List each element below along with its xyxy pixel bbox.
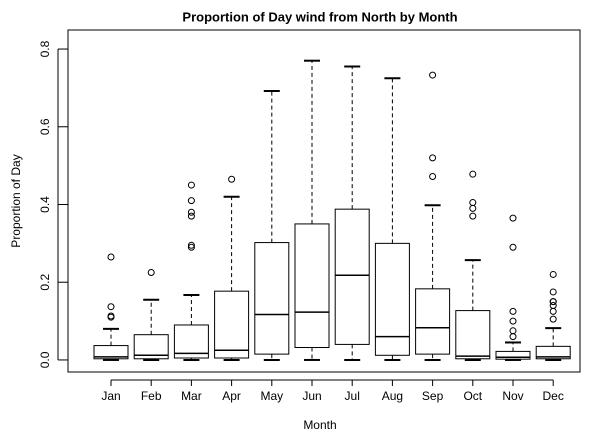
x-tick-label: Dec [543, 389, 564, 403]
outlier [187, 197, 195, 205]
outlier [469, 199, 477, 207]
outlier [187, 241, 195, 249]
outlier [469, 212, 477, 220]
outlier [429, 154, 437, 162]
outlier [509, 327, 517, 335]
x-tick-label: Oct [463, 389, 482, 403]
box [455, 310, 491, 360]
box [254, 242, 290, 355]
x-tick-label: Nov [502, 389, 523, 403]
box [294, 223, 330, 349]
box [495, 350, 531, 360]
outlier [549, 298, 557, 306]
outlier [429, 71, 437, 79]
outlier [549, 307, 557, 315]
x-tick-label: Sep [422, 389, 444, 403]
y-tick-label: 0.4 [38, 196, 52, 213]
box [93, 345, 129, 360]
outlier [549, 288, 557, 296]
y-tick-label: 0.2 [38, 274, 52, 291]
outlier [187, 208, 195, 216]
x-tick-label: Aug [382, 389, 403, 403]
box [374, 242, 410, 356]
outlier [549, 302, 557, 310]
outlier [147, 269, 155, 277]
plot-frame [67, 29, 581, 373]
outlier [107, 303, 115, 311]
outlier [509, 307, 517, 315]
outlier [549, 270, 557, 278]
outlier [107, 312, 115, 320]
y-tick-label: 0.6 [38, 118, 52, 135]
y-tick-label: 0.8 [38, 40, 52, 57]
y-axis-label: Proportion of Day [9, 154, 23, 247]
box [334, 208, 370, 345]
box [214, 290, 250, 359]
outlier [429, 173, 437, 181]
y-tick-label: 0.0 [38, 351, 52, 368]
x-tick-label: Apr [222, 389, 241, 403]
x-axis-label: Month [303, 418, 336, 432]
outlier [187, 243, 195, 251]
x-tick-label: Jul [345, 389, 360, 403]
box [173, 324, 209, 359]
outlier [469, 170, 477, 178]
outlier [187, 212, 195, 220]
outlier [549, 315, 557, 323]
outlier [469, 204, 477, 212]
outlier [107, 253, 115, 261]
x-tick-label: May [260, 389, 283, 403]
box [535, 345, 571, 360]
box [415, 288, 451, 355]
outlier [509, 243, 517, 251]
outlier [509, 214, 517, 222]
x-tick-label: Jan [101, 389, 120, 403]
x-tick-label: Mar [181, 389, 202, 403]
chart-title: Proportion of Day wind from North by Mon… [182, 9, 457, 24]
outlier [228, 175, 236, 183]
outlier [509, 333, 517, 341]
x-tick-label: Jun [302, 389, 321, 403]
outlier [187, 181, 195, 189]
outlier [509, 317, 517, 325]
x-tick-label: Feb [141, 389, 162, 403]
